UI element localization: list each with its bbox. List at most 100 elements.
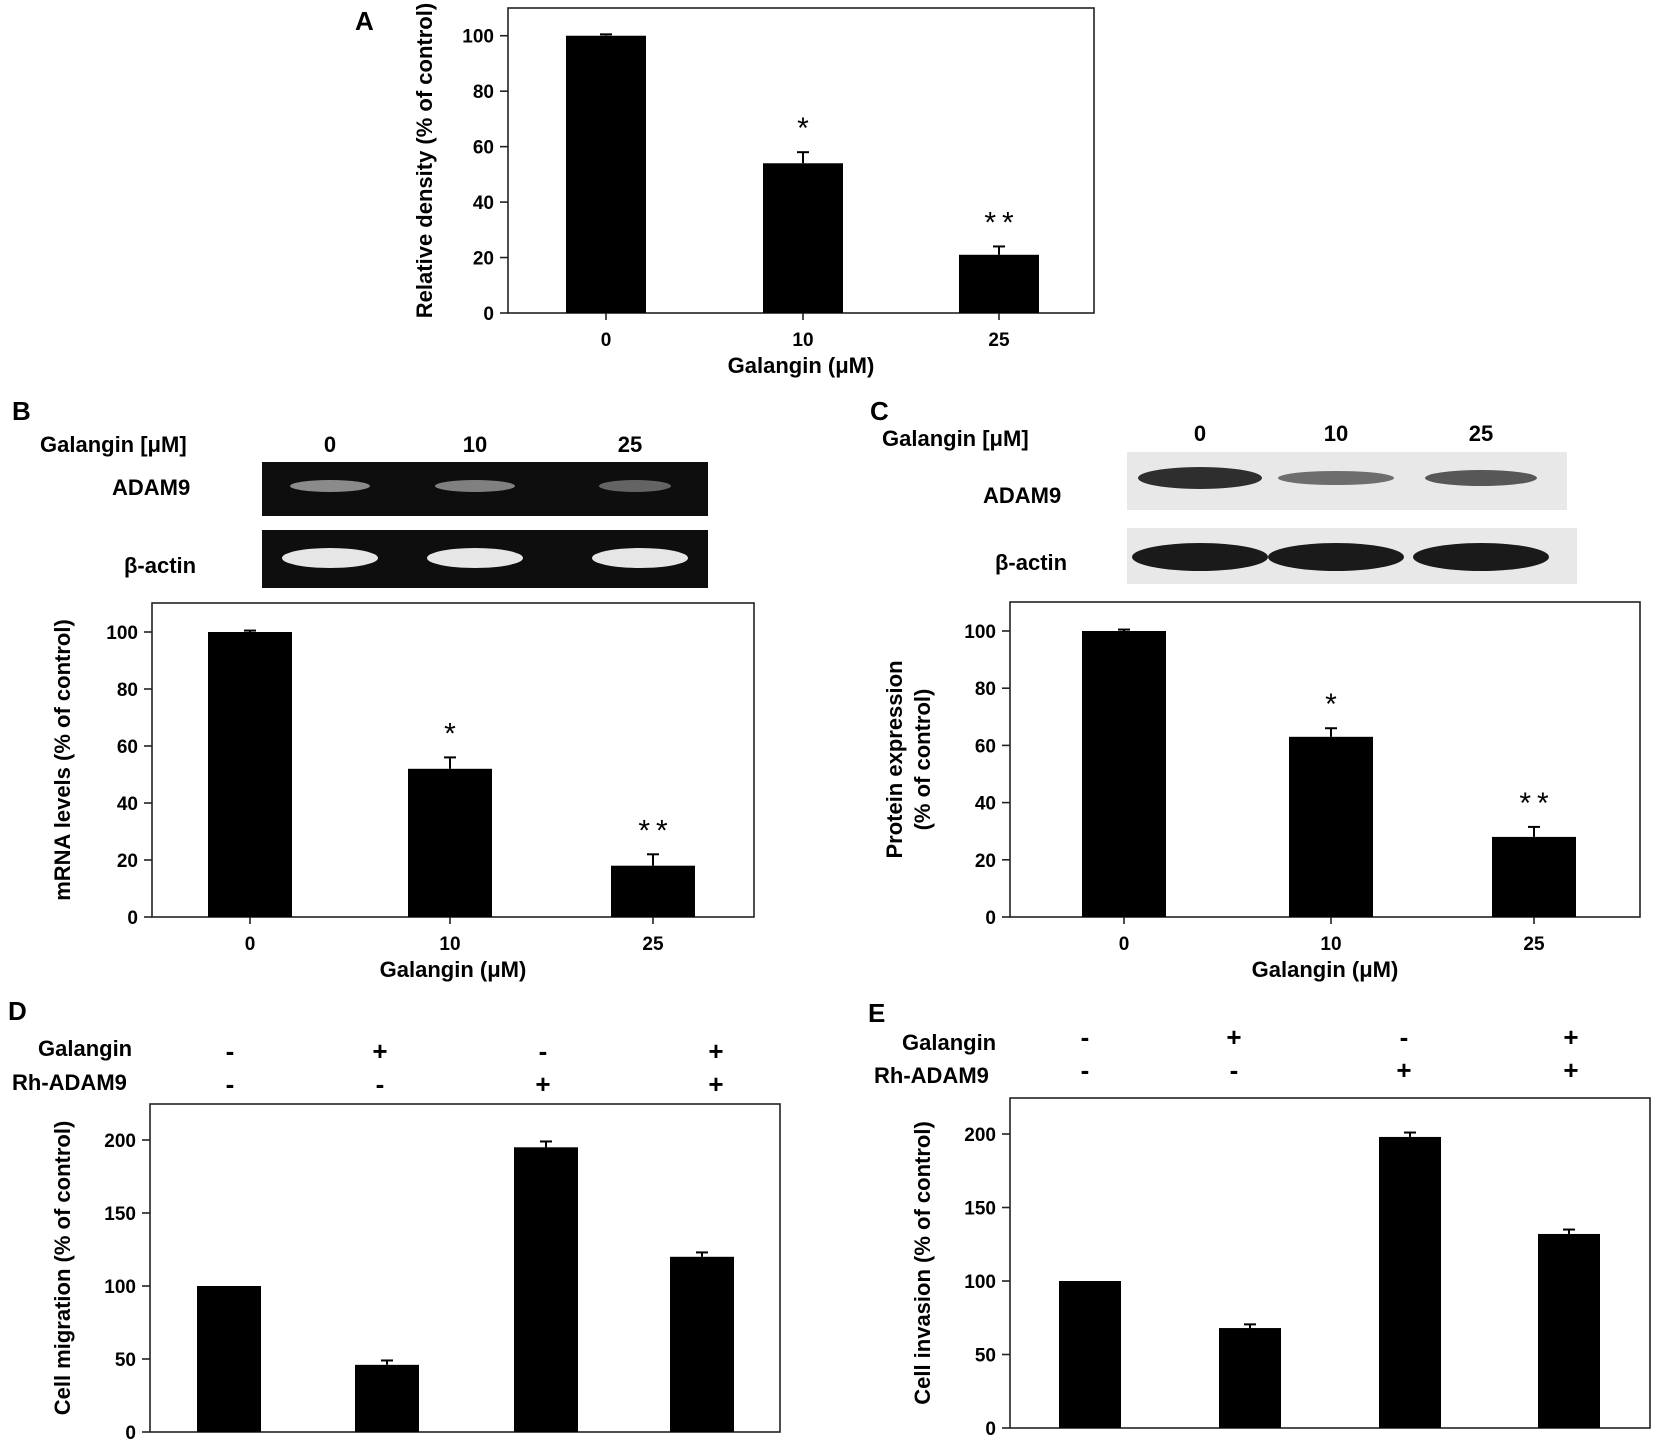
bar-d-3 bbox=[514, 1147, 578, 1432]
y-axis-title-b: mRNA levels (% of control) bbox=[50, 619, 75, 901]
bar-a-2 bbox=[763, 163, 843, 313]
x-axis-title-c: Galangin (μM) bbox=[1252, 957, 1399, 982]
significance-label-c: * bbox=[1325, 688, 1337, 721]
y-tick-label-d: 50 bbox=[115, 1350, 136, 1371]
y-tick-label-a: 60 bbox=[473, 138, 494, 159]
x-tick-label-b: 25 bbox=[642, 934, 664, 955]
significance-label-a: * bbox=[797, 112, 809, 145]
rhadam9-sign-d: + bbox=[535, 1069, 550, 1099]
rhadam9-sign-d: - bbox=[376, 1069, 385, 1099]
lane-label-b: 10 bbox=[463, 432, 487, 457]
bar-c-3 bbox=[1492, 836, 1576, 917]
y-axis-title-c: Protein expression bbox=[882, 660, 907, 858]
panel-letter-a: A bbox=[355, 6, 374, 36]
lane-label-c: 25 bbox=[1469, 421, 1493, 446]
chart-a: 0 20 40 60 80 100 0 * 10 * * 25 Galangin (μM) Relati… bbox=[412, 3, 1095, 378]
galangin-sign-e: - bbox=[1400, 1022, 1409, 1052]
treatment-label-e: Rh-ADAM9 bbox=[874, 1063, 989, 1088]
blot-row-label-b: β-actin bbox=[124, 553, 196, 578]
bar-b-3 bbox=[611, 865, 695, 917]
bar-e-2 bbox=[1219, 1328, 1281, 1428]
galangin-sign-d: + bbox=[708, 1036, 723, 1066]
panel-letter-e: E bbox=[868, 998, 885, 1028]
rhadam9-sign-e: - bbox=[1081, 1055, 1090, 1085]
y-tick-label-c: 20 bbox=[975, 851, 996, 872]
bar-b-2 bbox=[408, 768, 492, 917]
x-tick-label-c: 10 bbox=[1320, 934, 1341, 955]
y-tick-label-c: 80 bbox=[975, 679, 996, 700]
lane-label-b: 25 bbox=[618, 432, 642, 457]
y-tick-label-a: 20 bbox=[473, 249, 494, 270]
significance-label-a: * * bbox=[984, 206, 1014, 239]
lane-label-b: 0 bbox=[324, 432, 336, 457]
blot-band-actin-c bbox=[1413, 543, 1549, 571]
y-tick-label-c: 0 bbox=[985, 908, 996, 929]
y-tick-label-c: 60 bbox=[975, 736, 996, 757]
treatment-label-d: Rh-ADAM9 bbox=[12, 1070, 127, 1095]
bar-a-3 bbox=[959, 254, 1039, 313]
bar-c-2 bbox=[1289, 736, 1373, 917]
blot-band-actin-c bbox=[1268, 543, 1404, 571]
y-tick-label-a: 40 bbox=[473, 193, 494, 214]
bar-b-1 bbox=[208, 632, 292, 917]
y-axis-title-e: Cell invasion (% of control) bbox=[910, 1121, 935, 1405]
galangin-sign-d: + bbox=[372, 1036, 387, 1066]
bar-c-1 bbox=[1082, 631, 1166, 917]
blot-band-actin-c bbox=[1132, 543, 1268, 571]
rhadam9-sign-d: + bbox=[708, 1069, 723, 1099]
y-tick-label-d: 200 bbox=[104, 1131, 136, 1152]
panel-letter-c: C bbox=[870, 396, 889, 426]
significance-label-c: * * bbox=[1519, 787, 1549, 820]
bar-e-4 bbox=[1538, 1233, 1600, 1428]
blot-row-label-c: β-actin bbox=[995, 550, 1067, 575]
y-tick-label-d: 150 bbox=[104, 1204, 136, 1225]
plot-frame-d bbox=[149, 1103, 781, 1433]
y-tick-label-a: 80 bbox=[473, 82, 494, 103]
lane-label-c: 10 bbox=[1324, 421, 1348, 446]
gel-band-actin-b bbox=[282, 548, 378, 568]
galangin-sign-e: + bbox=[1226, 1022, 1241, 1052]
lane-label-c: 0 bbox=[1194, 421, 1206, 446]
y-axis-title-a: Relative density (% of control) bbox=[412, 3, 437, 318]
bar-a-1 bbox=[566, 35, 646, 314]
galangin-sign-e: + bbox=[1563, 1022, 1578, 1052]
bar-e-3 bbox=[1379, 1136, 1441, 1428]
y-tick-label-c: 40 bbox=[975, 794, 996, 815]
y-tick-label-b: 100 bbox=[106, 623, 138, 644]
x-axis-title-a: Galangin (μM) bbox=[728, 353, 875, 378]
y-tick-label-a: 0 bbox=[483, 304, 494, 325]
x-tick-label-c: 0 bbox=[1119, 934, 1130, 955]
plot-frame-e bbox=[1009, 1097, 1651, 1429]
x-tick-label-c: 25 bbox=[1523, 934, 1545, 955]
chart-c: 0 20 40 60 80 100 0 * 10 * * 25 Galangin (μM) Protei… bbox=[882, 601, 1641, 982]
y-tick-label-b: 80 bbox=[117, 680, 138, 701]
y-tick-label-d: 0 bbox=[125, 1423, 136, 1440]
lane-header-label-b: Galangin [μM] bbox=[40, 432, 187, 457]
y-tick-label-b: 0 bbox=[127, 908, 138, 929]
blot-row-label-c: ADAM9 bbox=[983, 483, 1061, 508]
significance-label-b: * * bbox=[638, 814, 668, 847]
bar-d-1 bbox=[197, 1286, 261, 1432]
lane-header-label-c: Galangin [μM] bbox=[882, 426, 1029, 451]
panel-letter-d: D bbox=[8, 996, 27, 1026]
blot-band-adam9-c bbox=[1278, 471, 1394, 485]
chart-b: 0 20 40 60 80 100 0 * 10 * * 25 Galangin (μM) mRNA l… bbox=[50, 602, 755, 982]
y-tick-label-d: 100 bbox=[104, 1277, 136, 1298]
y-tick-label-e: 100 bbox=[964, 1272, 996, 1293]
gel-band-adam9-b bbox=[290, 480, 370, 492]
bar-d-2 bbox=[355, 1364, 419, 1432]
y-tick-label-b: 60 bbox=[117, 737, 138, 758]
y-tick-label-c: 100 bbox=[964, 622, 996, 643]
panel-letter-b: B bbox=[12, 396, 31, 426]
rhadam9-sign-e: + bbox=[1563, 1055, 1578, 1085]
y-axis-title-d: Cell migration (% of control) bbox=[50, 1121, 75, 1416]
x-tick-label-a: 10 bbox=[792, 330, 813, 351]
chart-e: 0 50 100 150 200 Cell invasion (% of control) bbox=[910, 1097, 1651, 1440]
rhadam9-sign-e: + bbox=[1396, 1055, 1411, 1085]
x-tick-label-a: 0 bbox=[601, 330, 612, 351]
blot-band-adam9-c bbox=[1138, 467, 1262, 489]
rhadam9-sign-d: - bbox=[226, 1069, 235, 1099]
y-tick-label-e: 0 bbox=[985, 1419, 996, 1440]
bar-d-4 bbox=[670, 1256, 734, 1432]
